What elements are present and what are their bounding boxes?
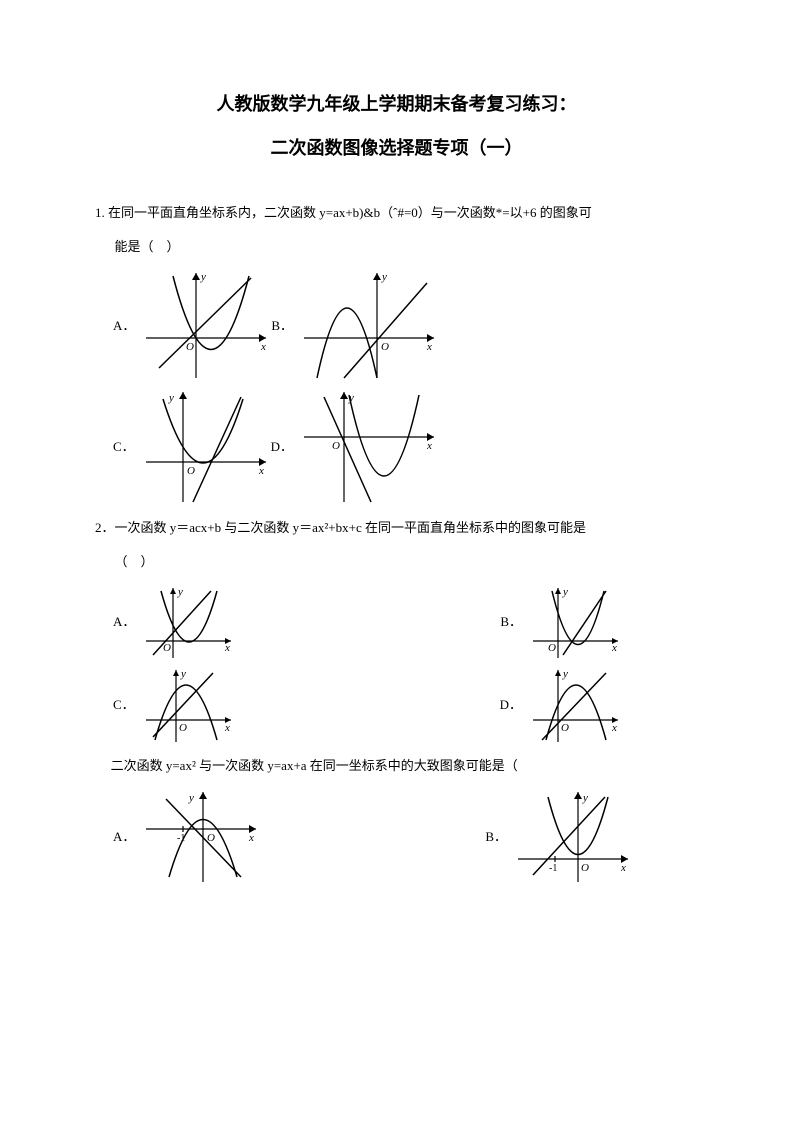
q3-label-b: B． (485, 824, 507, 850)
svg-text:x: x (260, 341, 266, 353)
svg-text:y: y (562, 668, 568, 680)
question-2: 2．一次函数 y＝acx+b 与二次函数 y＝ax²+bx+c 在同一平面直角坐… (95, 515, 698, 745)
q2-graph-d: x y O (528, 665, 623, 745)
svg-text:x: x (258, 465, 264, 477)
q2-row-2: C． x y O D． x y O (113, 665, 623, 745)
q1-graph-c: x y O (141, 387, 271, 507)
q2-label-c: C． (113, 692, 135, 718)
svg-text:O: O (187, 465, 195, 477)
q2-graph-a: x y O (141, 583, 236, 661)
q1-text-2: 能是（ ） (95, 234, 698, 260)
q1-graph-d: x y O (299, 387, 439, 507)
q2-option-a: A． x y O (113, 583, 236, 661)
q2-label-b: B． (500, 609, 522, 635)
svg-text:y: y (177, 586, 183, 598)
q2-option-c: C． x y O (113, 665, 236, 745)
q3-text: 二次函数 y=ax² 与一次函数 y=ax+a 在同一坐标系中的大致图象可能是（ (95, 753, 698, 779)
svg-text:y: y (168, 392, 174, 404)
svg-text:O: O (186, 341, 194, 353)
question-3: 二次函数 y=ax² 与一次函数 y=ax+a 在同一坐标系中的大致图象可能是（… (95, 753, 698, 887)
q1-option-d: D． x y O (271, 387, 439, 507)
q3-graph-b: x y O -1 (513, 787, 633, 887)
q2-graph-c: x y O (141, 665, 236, 745)
q1-text-1: 1. 在同一平面直角坐标系内，二次函数 y=ax+b)&b（ˆ#=0）与一次函数… (95, 200, 698, 226)
svg-text:x: x (620, 862, 626, 874)
q3-graph-a: x y O -1 (141, 787, 261, 887)
q2-option-b: B． x y O (500, 583, 623, 661)
svg-text:-1: -1 (549, 863, 557, 874)
svg-text:y: y (200, 271, 206, 283)
svg-text:y: y (562, 586, 568, 598)
q1-label-d: D． (271, 434, 293, 460)
q2-text-2: （ ） (95, 549, 698, 575)
svg-text:O: O (332, 440, 340, 452)
q1-option-c: C． x y O (113, 387, 271, 507)
q1-row-2: C． x y O D． x y O (113, 387, 698, 507)
svg-text:O: O (381, 341, 389, 353)
q1-row-1: A． x y O B． x y O (113, 268, 698, 383)
q2-text-1: 2．一次函数 y＝acx+b 与二次函数 y＝ax²+bx+c 在同一平面直角坐… (95, 515, 698, 541)
q1-label-a: A． (113, 313, 135, 339)
svg-text:x: x (611, 642, 617, 654)
svg-text:x: x (426, 341, 432, 353)
svg-text:x: x (426, 440, 432, 452)
svg-text:O: O (548, 642, 556, 654)
svg-text:x: x (224, 642, 230, 654)
q3-option-b: B． x y O -1 (485, 787, 633, 887)
page-subtitle: 二次函数图像选择题专项（一） (95, 134, 698, 160)
page-title: 人教版数学九年级上学期期末备考复习练习： (95, 90, 698, 116)
svg-text:y: y (188, 792, 194, 804)
q1-label-b: B． (271, 313, 293, 339)
q2-graph-b: x y O (528, 583, 623, 661)
q1-graph-a: x y O (141, 268, 271, 383)
q3-label-a: A． (113, 824, 135, 850)
q1-graph-b: x y O (299, 268, 439, 383)
q1-label-c: C． (113, 434, 135, 460)
svg-text:x: x (611, 722, 617, 734)
q2-row-1: A． x y O B． x y O (113, 583, 623, 661)
svg-text:O: O (581, 862, 589, 874)
q1-option-a: A． x y O (113, 268, 271, 383)
svg-text:x: x (224, 722, 230, 734)
question-1: 1. 在同一平面直角坐标系内，二次函数 y=ax+b)&b（ˆ#=0）与一次函数… (95, 200, 698, 507)
svg-text:y: y (381, 271, 387, 283)
svg-text:O: O (163, 642, 171, 654)
q2-label-a: A． (113, 609, 135, 635)
q2-option-d: D． x y O (500, 665, 623, 745)
svg-text:y: y (582, 792, 588, 804)
q3-row-1: A． x y O -1 B． x (113, 787, 633, 887)
svg-text:O: O (179, 722, 187, 734)
q2-label-d: D． (500, 692, 522, 718)
q1-option-b: B． x y O (271, 268, 439, 383)
svg-text:x: x (248, 832, 254, 844)
svg-text:O: O (561, 722, 569, 734)
svg-text:y: y (180, 668, 186, 680)
q3-option-a: A． x y O -1 (113, 787, 261, 887)
